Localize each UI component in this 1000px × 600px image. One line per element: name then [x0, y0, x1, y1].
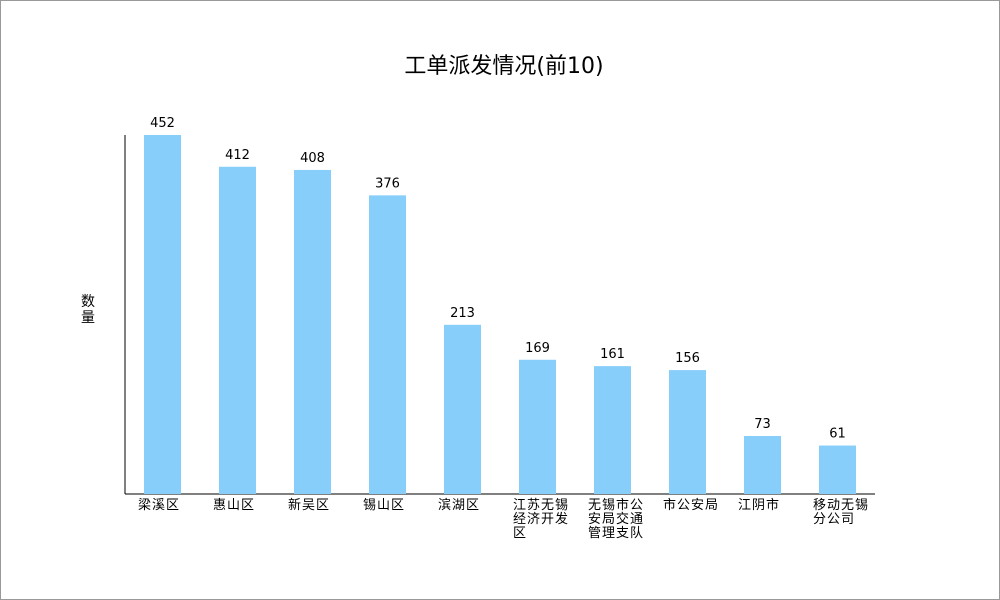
bar	[369, 195, 406, 494]
bar	[594, 366, 631, 494]
bar	[669, 370, 706, 494]
bar	[294, 169, 331, 494]
x-tick-label: 梁溪区	[138, 498, 180, 513]
x-tick-label: 江苏无锡经济开发区	[513, 497, 569, 541]
data-label: 213	[450, 306, 475, 321]
x-tick-label: 无锡市公安局交通管理支队	[588, 497, 644, 541]
data-label: 376	[375, 176, 400, 191]
x-tick-label: 市公安局	[663, 497, 719, 513]
x-tick-label: 惠山区	[213, 498, 255, 513]
data-label: 61	[829, 427, 846, 442]
data-label: 408	[300, 151, 325, 166]
bar	[144, 135, 181, 494]
chart-title: 工单派发情况(前10)	[404, 54, 603, 79]
x-tick-label: 滨湖区	[438, 497, 480, 513]
x-tick-label: 新吴区	[288, 497, 330, 513]
bar	[744, 436, 781, 494]
x-tick-label: 移动无锡分公司	[813, 498, 869, 527]
x-tick-label: 江阴市	[738, 497, 780, 513]
data-label: 156	[675, 351, 700, 366]
data-label: 161	[600, 347, 625, 362]
data-label: 452	[150, 116, 175, 131]
bar	[219, 166, 256, 495]
bar	[519, 359, 556, 494]
bar	[444, 324, 481, 494]
data-label: 73	[754, 417, 771, 432]
y-axis-label: 数量	[81, 294, 95, 326]
data-label: 169	[525, 341, 550, 356]
x-tick-label: 锡山区	[363, 498, 405, 513]
bar	[819, 445, 856, 494]
data-label: 412	[225, 148, 250, 163]
